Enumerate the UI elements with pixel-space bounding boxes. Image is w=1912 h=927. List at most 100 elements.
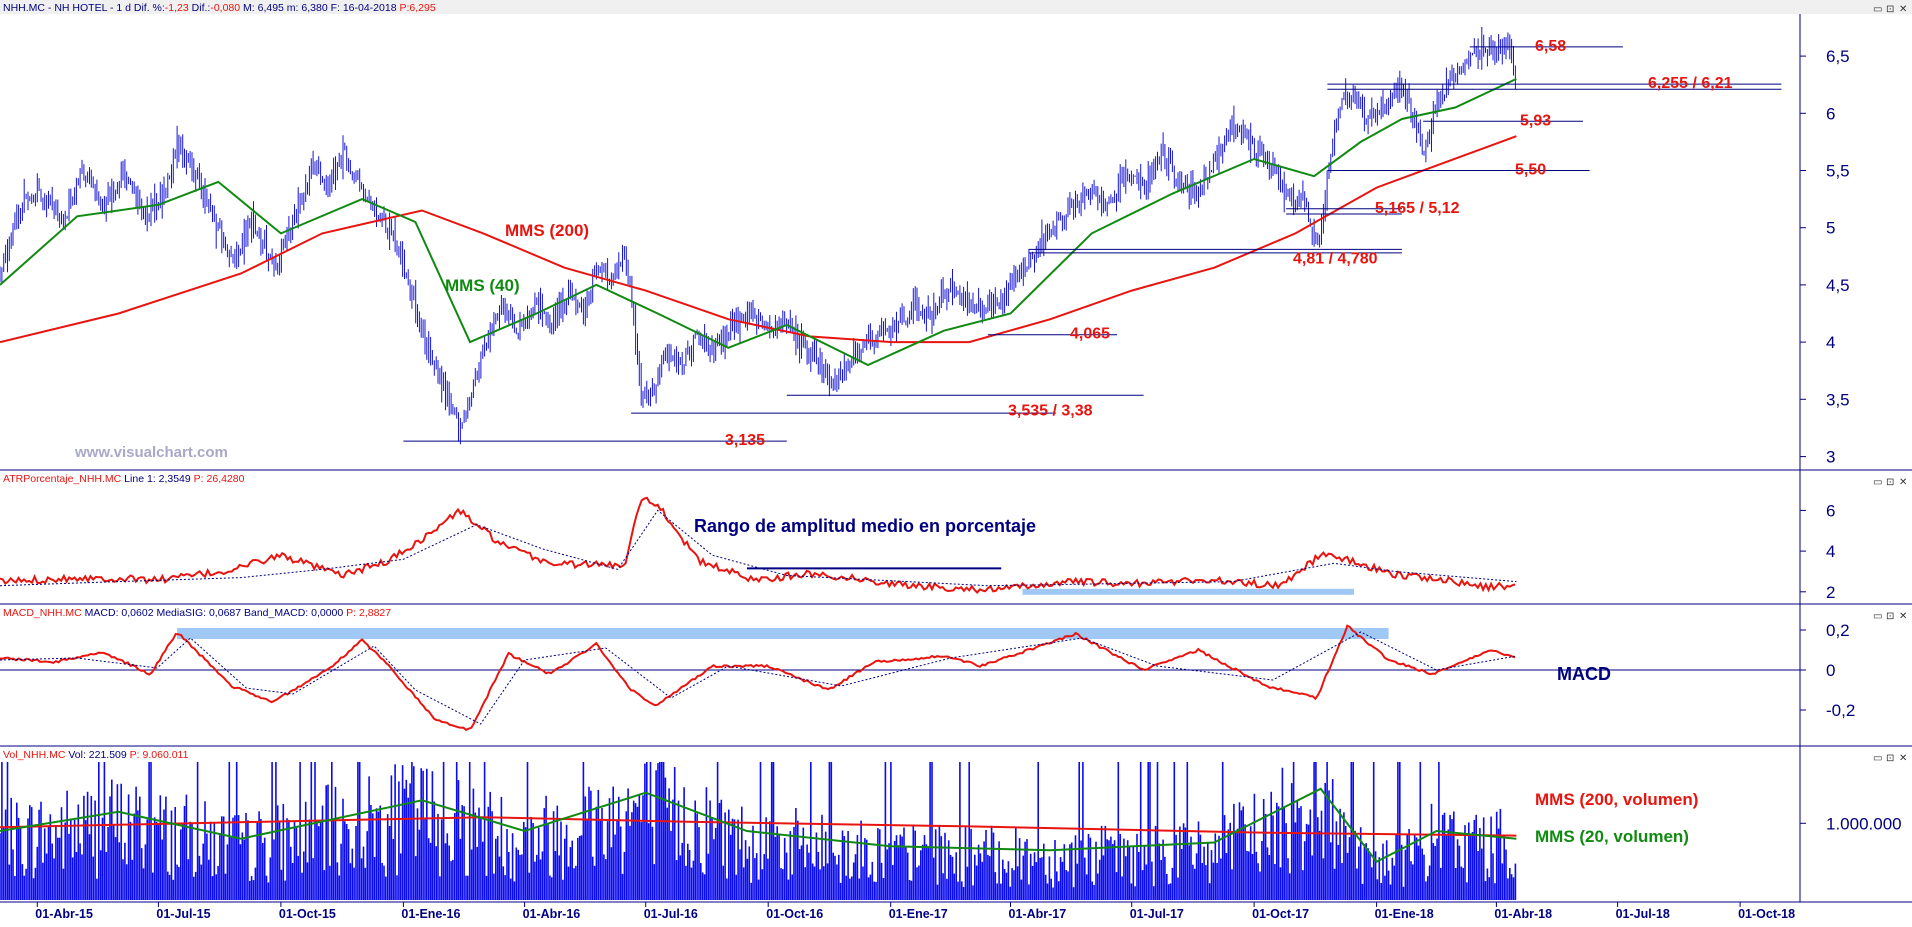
- macd-signal-line: [0, 631, 1517, 725]
- window-button-1[interactable]: ⊡: [1886, 753, 1894, 764]
- atr-line: [0, 496, 1516, 594]
- level-label: 5,50: [1515, 162, 1546, 179]
- level-label: 6,58: [1535, 38, 1566, 55]
- volume-panel: [0, 762, 1517, 900]
- x-tick-label: 01-Jul-15: [156, 907, 210, 921]
- volume-panel-header: Vol_NHH.MC Vol: 221.509 P: 9.060.011: [3, 749, 189, 761]
- vol-mms20-line: [0, 787, 1517, 863]
- x-tick-label: 01-Ene-16: [401, 907, 460, 921]
- atr-title: Rango de amplitud medio en porcentaje: [694, 516, 1036, 536]
- x-tick-label: 01-Oct-15: [279, 907, 336, 921]
- header-part: P:: [397, 2, 410, 14]
- window-button-1[interactable]: ⊡: [1886, 477, 1894, 488]
- y-tick-label: 1.000.000: [1826, 814, 1902, 833]
- x-tick-label: 01-Jul-17: [1130, 907, 1184, 921]
- atr-panel: [0, 496, 1517, 595]
- atr-highlight-bar: [1022, 588, 1354, 595]
- macd-highlight-bar: [177, 628, 1389, 639]
- x-tick-label: 01-Jul-16: [644, 907, 698, 921]
- y-tick-label: 0: [1826, 661, 1835, 680]
- x-tick-label: 01-Abr-18: [1494, 907, 1552, 921]
- macd-line: [0, 624, 1516, 731]
- x-tick-label: 01-Oct-17: [1252, 907, 1309, 921]
- volume-series-label: MMS (20, volumen): [1535, 827, 1689, 846]
- window-button-0[interactable]: ▭: [1873, 753, 1882, 764]
- atr-signal-line: [0, 509, 1517, 587]
- level-label: 6,255 / 6,21: [1648, 75, 1733, 92]
- y-tick-label: 2: [1826, 583, 1835, 602]
- volume-bars: [0, 762, 1517, 900]
- x-tick-label: 01-Ene-17: [889, 907, 948, 921]
- mms40-line: [0, 77, 1517, 367]
- y-tick-label: 4,5: [1826, 276, 1850, 295]
- header-part: P: 26,4280: [194, 473, 245, 485]
- y-tick-label: 6,5: [1826, 47, 1850, 66]
- window-button-0[interactable]: ▭: [1873, 4, 1882, 15]
- macd-panel: [0, 624, 1800, 731]
- series-label: MMS (40): [445, 276, 520, 295]
- volume-series-label: MMS (200, volumen): [1535, 790, 1698, 809]
- y-tick-label: 5,5: [1826, 162, 1850, 181]
- price-annotations: 6,58 6,255 / 6,21 5,93 5,50 5,165 / 5,12 4,81…: [403, 38, 1782, 846]
- header-part: P: 9.060.011: [130, 749, 189, 761]
- panel-window-buttons[interactable]: ▭ ⊡ ✕ ▭ ⊡ ✕ ▭ ⊡ ✕ ▭ ⊡ ✕: [1873, 4, 1907, 764]
- x-tick-label: 01-Oct-18: [1738, 907, 1795, 921]
- header-part: P: 2,8827: [346, 607, 391, 619]
- header-part: MACD_NHH.MC: [3, 607, 82, 619]
- y-tick-label: 5: [1826, 219, 1835, 238]
- macd-title: MACD: [1557, 664, 1611, 684]
- y-tick-label: 0,2: [1826, 621, 1850, 640]
- header-part: Vol: 221.509: [65, 749, 129, 761]
- level-label: 3,535 / 3,38: [1008, 402, 1093, 419]
- macd-panel-header: MACD_NHH.MC MACD: 0,0602 MediaSIG: 0,068…: [3, 607, 391, 619]
- price-panel: [0, 27, 1517, 445]
- window-button-2[interactable]: ✕: [1899, 477, 1907, 488]
- series-label: MMS (200): [505, 221, 589, 240]
- header-part: Vol_NHH.MC: [3, 749, 66, 761]
- y-axes: 3 3,5 4 4,5 5 5,5 6 6,5 2 4 6 -0,2 0 0,2 1.000.000: [1800, 47, 1902, 833]
- window-button-0[interactable]: ▭: [1873, 477, 1882, 488]
- x-tick-label: 01-Abr-15: [35, 907, 93, 921]
- x-tick-label: 01-Abr-17: [1009, 907, 1067, 921]
- y-tick-label: 6: [1826, 104, 1835, 123]
- x-tick-label: 01-Ene-18: [1375, 907, 1434, 921]
- header-part: NHH.MC - NH HOTEL - 1 d Dif. %:: [3, 2, 165, 14]
- level-label: 4,065: [1070, 326, 1110, 343]
- watermark: www.visualchart.com: [74, 444, 228, 461]
- window-button-2[interactable]: ✕: [1899, 753, 1907, 764]
- x-tick-label: 01-Oct-16: [766, 907, 823, 921]
- x-tick-label: 01-Jul-18: [1616, 907, 1670, 921]
- header-part: MACD: 0,0602 MediaSIG: 0,0687 Band_MACD:…: [82, 607, 346, 619]
- price-panel-header: NHH.MC - NH HOTEL - 1 d Dif. %:-1,23 Dif…: [3, 2, 436, 14]
- level-label: 4,81 / 4,780: [1293, 250, 1378, 267]
- header-part: Dif.:: [189, 2, 211, 14]
- header-part: M: 6,495 m: 6,380 F: 16-04-2018: [240, 2, 397, 14]
- header-part: -0,080: [210, 2, 240, 14]
- mms200-line: [0, 135, 1517, 344]
- y-tick-label: 3,5: [1826, 390, 1850, 409]
- header-part: -1,23: [165, 2, 189, 14]
- y-tick-label: 3: [1826, 448, 1835, 467]
- window-button-1[interactable]: ⊡: [1886, 611, 1894, 622]
- window-button-0[interactable]: ▭: [1873, 611, 1882, 622]
- x-tick-label: 01-Abr-16: [523, 907, 581, 921]
- header-part: 6,295: [409, 2, 435, 14]
- level-label: 5,165 / 5,12: [1375, 200, 1460, 217]
- window-button-2[interactable]: ✕: [1899, 4, 1907, 15]
- level-label: 3,135: [725, 432, 765, 449]
- level-label: 5,93: [1520, 112, 1551, 129]
- vol-mms200-line: [0, 816, 1517, 837]
- atr-panel-header: ATRPorcentaje_NHH.MC Line 1: 2,3549 P: 2…: [3, 473, 245, 485]
- window-button-1[interactable]: ⊡: [1886, 4, 1894, 15]
- y-tick-label: 4: [1826, 333, 1835, 352]
- window-button-2[interactable]: ✕: [1899, 611, 1907, 622]
- y-tick-label: 4: [1826, 542, 1835, 561]
- y-tick-label: -0,2: [1826, 701, 1855, 720]
- x-axis: 01-Abr-15 01-Jul-15 01-Oct-15 01-Ene-16 01-A…: [35, 902, 1795, 921]
- price-bars: [0, 27, 1516, 445]
- header-part: Line 1: 2,3549: [121, 473, 193, 485]
- y-tick-label: 6: [1826, 501, 1835, 520]
- header-part: ATRPorcentaje_NHH.MC: [3, 473, 122, 485]
